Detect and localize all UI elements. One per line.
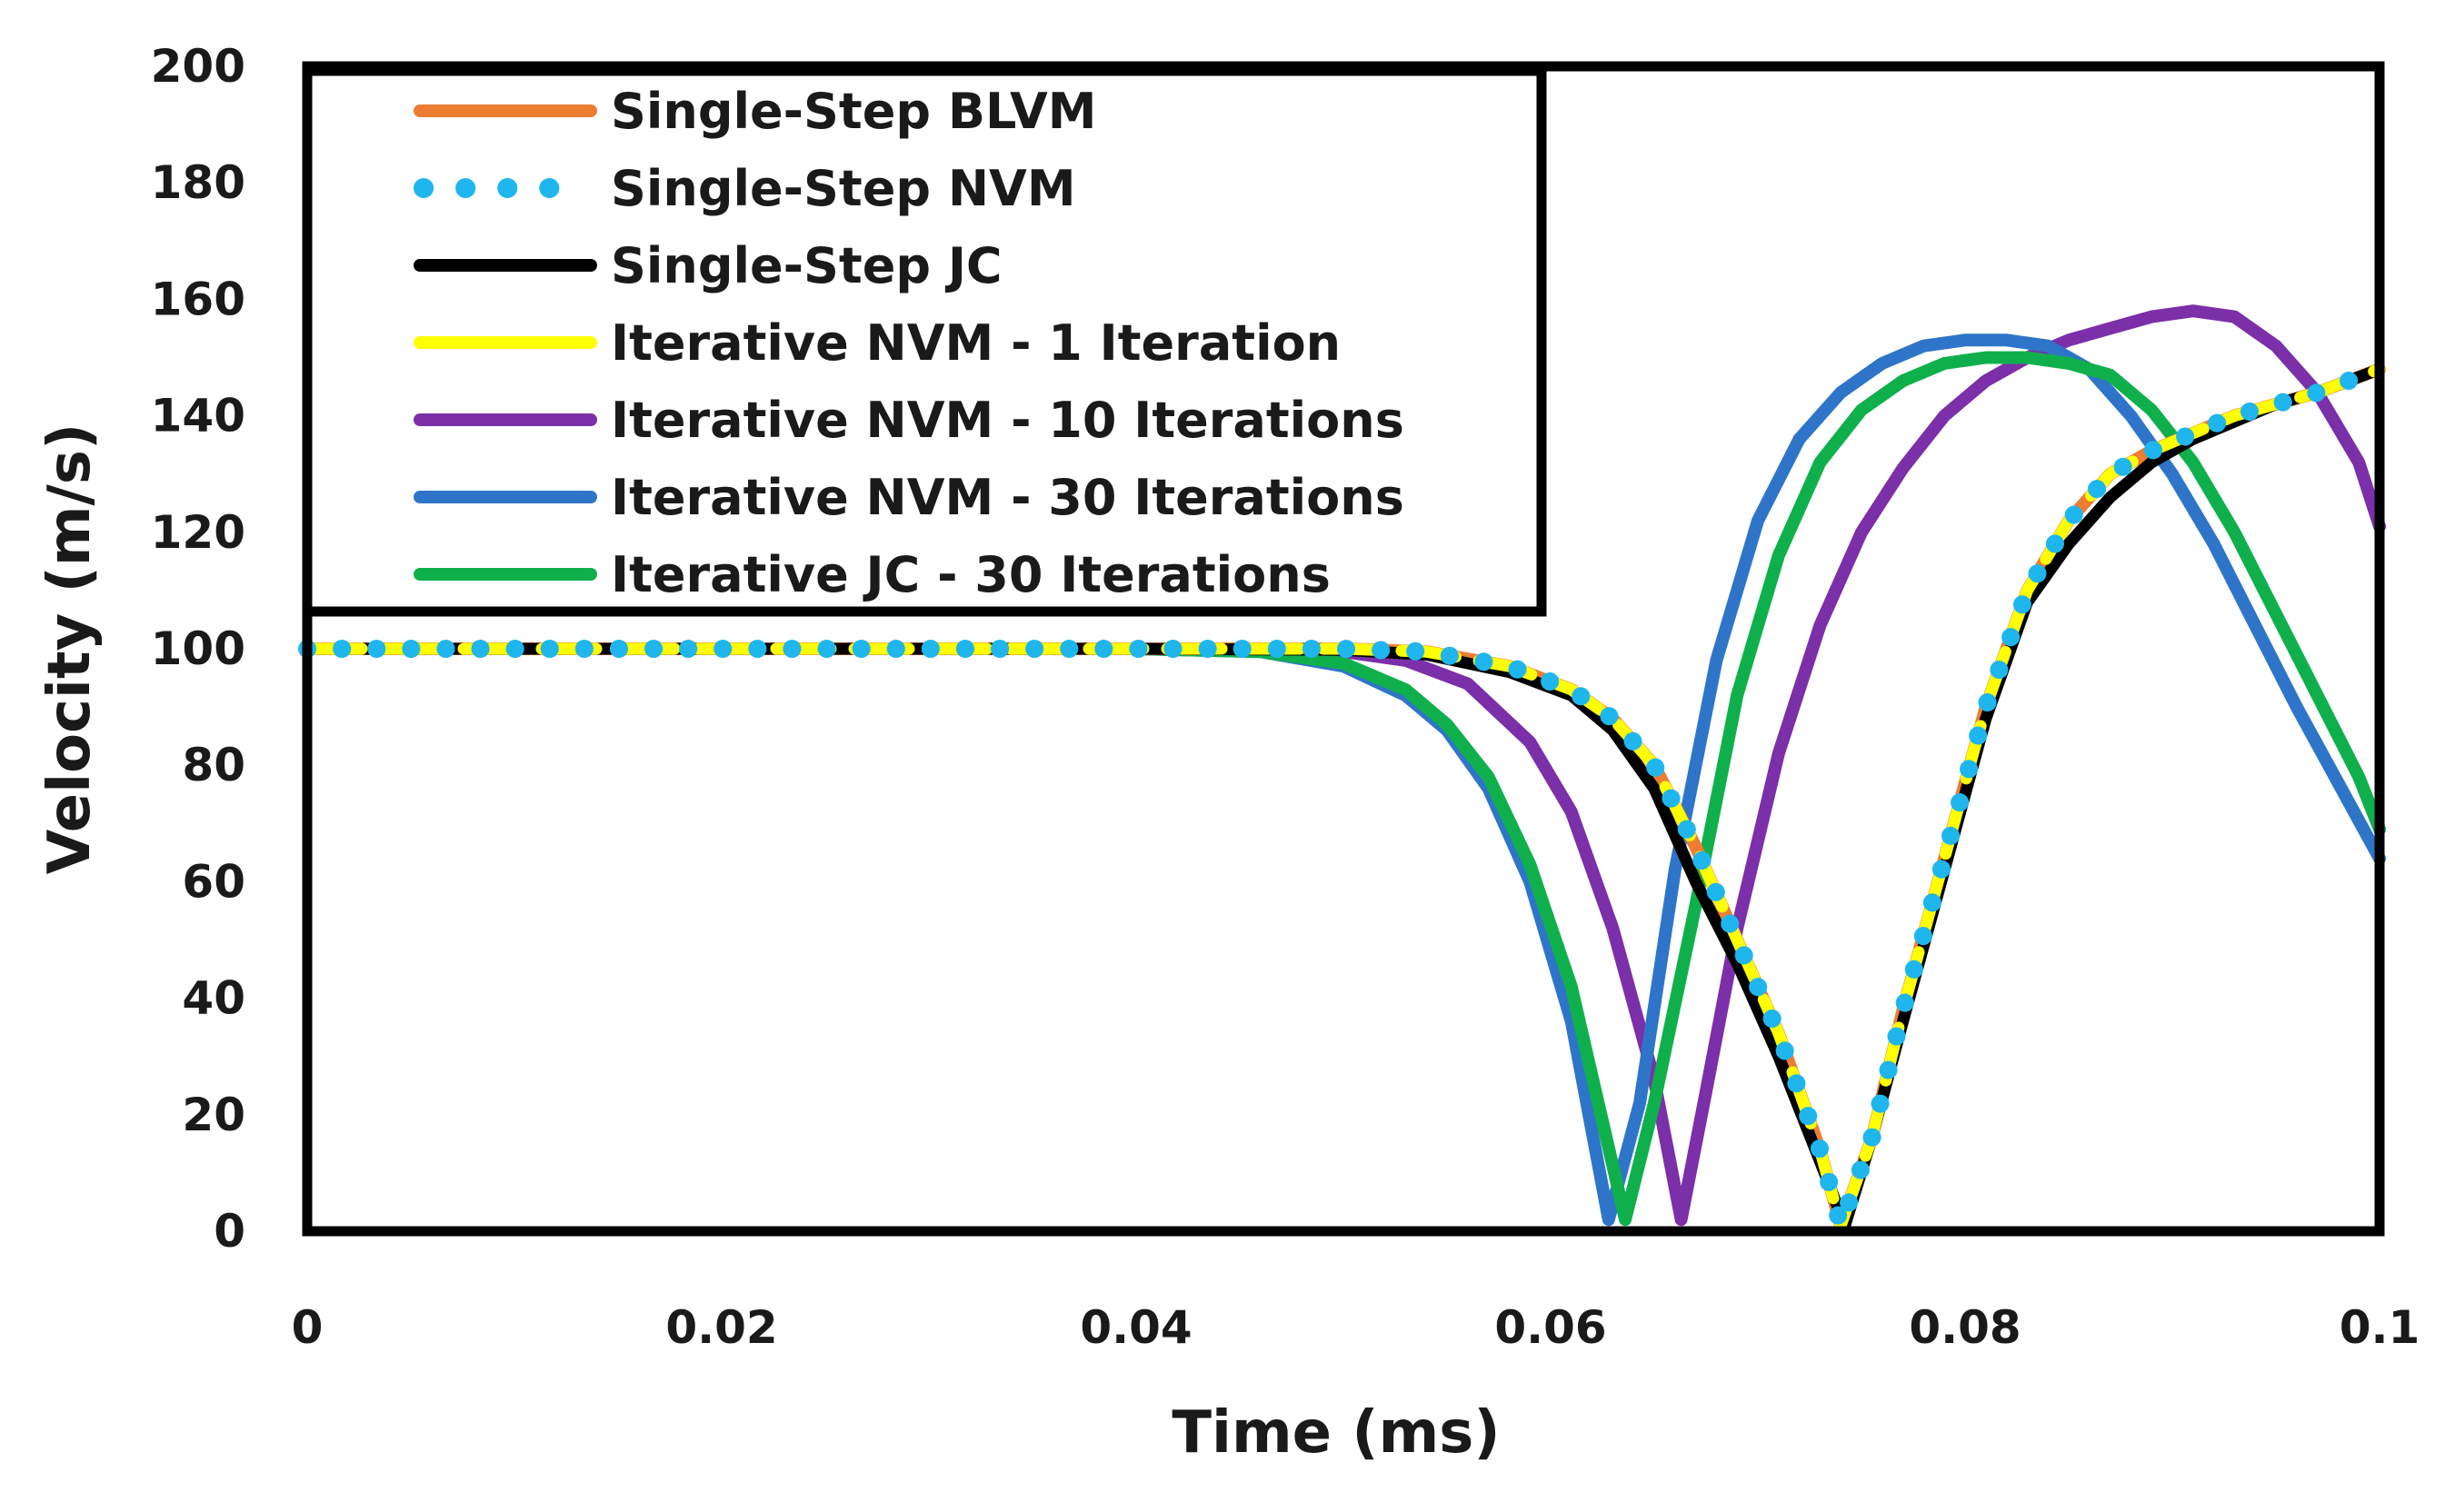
- y-axis-title: Velocity (m/s): [36, 423, 104, 874]
- y-tick-label: 100: [151, 622, 245, 675]
- x-axis-title: Time (ms): [1172, 1399, 1500, 1467]
- y-tick-label: 0: [214, 1205, 245, 1258]
- legend-label: Iterative NVM - 10 Iterations: [611, 392, 1404, 449]
- y-axis-ticks: 0 20 40 60 80 100 120 140 160 180 200: [151, 40, 245, 1258]
- legend-label: Iterative JC - 30 Iterations: [611, 546, 1331, 603]
- x-tick-label: 0.06: [1494, 1301, 1606, 1354]
- x-tick-label: 0.02: [665, 1301, 777, 1354]
- legend: Single-Step BLVM Single-Step NVM Single-St…: [302, 65, 1547, 617]
- series-layer: [298, 304, 2389, 1235]
- y-tick-label: 60: [182, 855, 245, 908]
- x-tick-label: 0: [292, 1301, 324, 1354]
- y-tick-label: 200: [151, 40, 245, 93]
- y-tick-label: 140: [151, 390, 245, 443]
- y-tick-label: 160: [151, 273, 245, 325]
- series-line-iterative-nvm-10-iterations: [301, 304, 2386, 1227]
- y-tick-label: 80: [182, 739, 245, 791]
- x-axis-ticks: 0 0.02 0.04 0.06 0.08 0.1: [292, 1301, 2420, 1354]
- series-line-single-step-nvm: [298, 360, 2389, 1235]
- y-tick-label: 40: [182, 972, 245, 1025]
- x-tick-label: 0.08: [1909, 1301, 2021, 1354]
- x-tick-label: 0.1: [2340, 1301, 2420, 1354]
- y-tick-label: 180: [151, 156, 245, 209]
- series-line-iterative-jc-30-iterations: [301, 351, 2386, 1227]
- legend-label: Single-Step NVM: [611, 160, 1076, 217]
- y-tick-label: 120: [151, 506, 245, 559]
- x-tick-label: 0.04: [1080, 1301, 1192, 1354]
- y-tick-label: 20: [182, 1089, 245, 1141]
- legend-label: Iterative NVM - 30 Iterations: [611, 469, 1404, 526]
- legend-label: Single-Step BLVM: [611, 83, 1097, 140]
- legend-label: Single-Step JC: [611, 237, 1003, 294]
- legend-label: Iterative NVM - 1 Iteration: [611, 314, 1341, 372]
